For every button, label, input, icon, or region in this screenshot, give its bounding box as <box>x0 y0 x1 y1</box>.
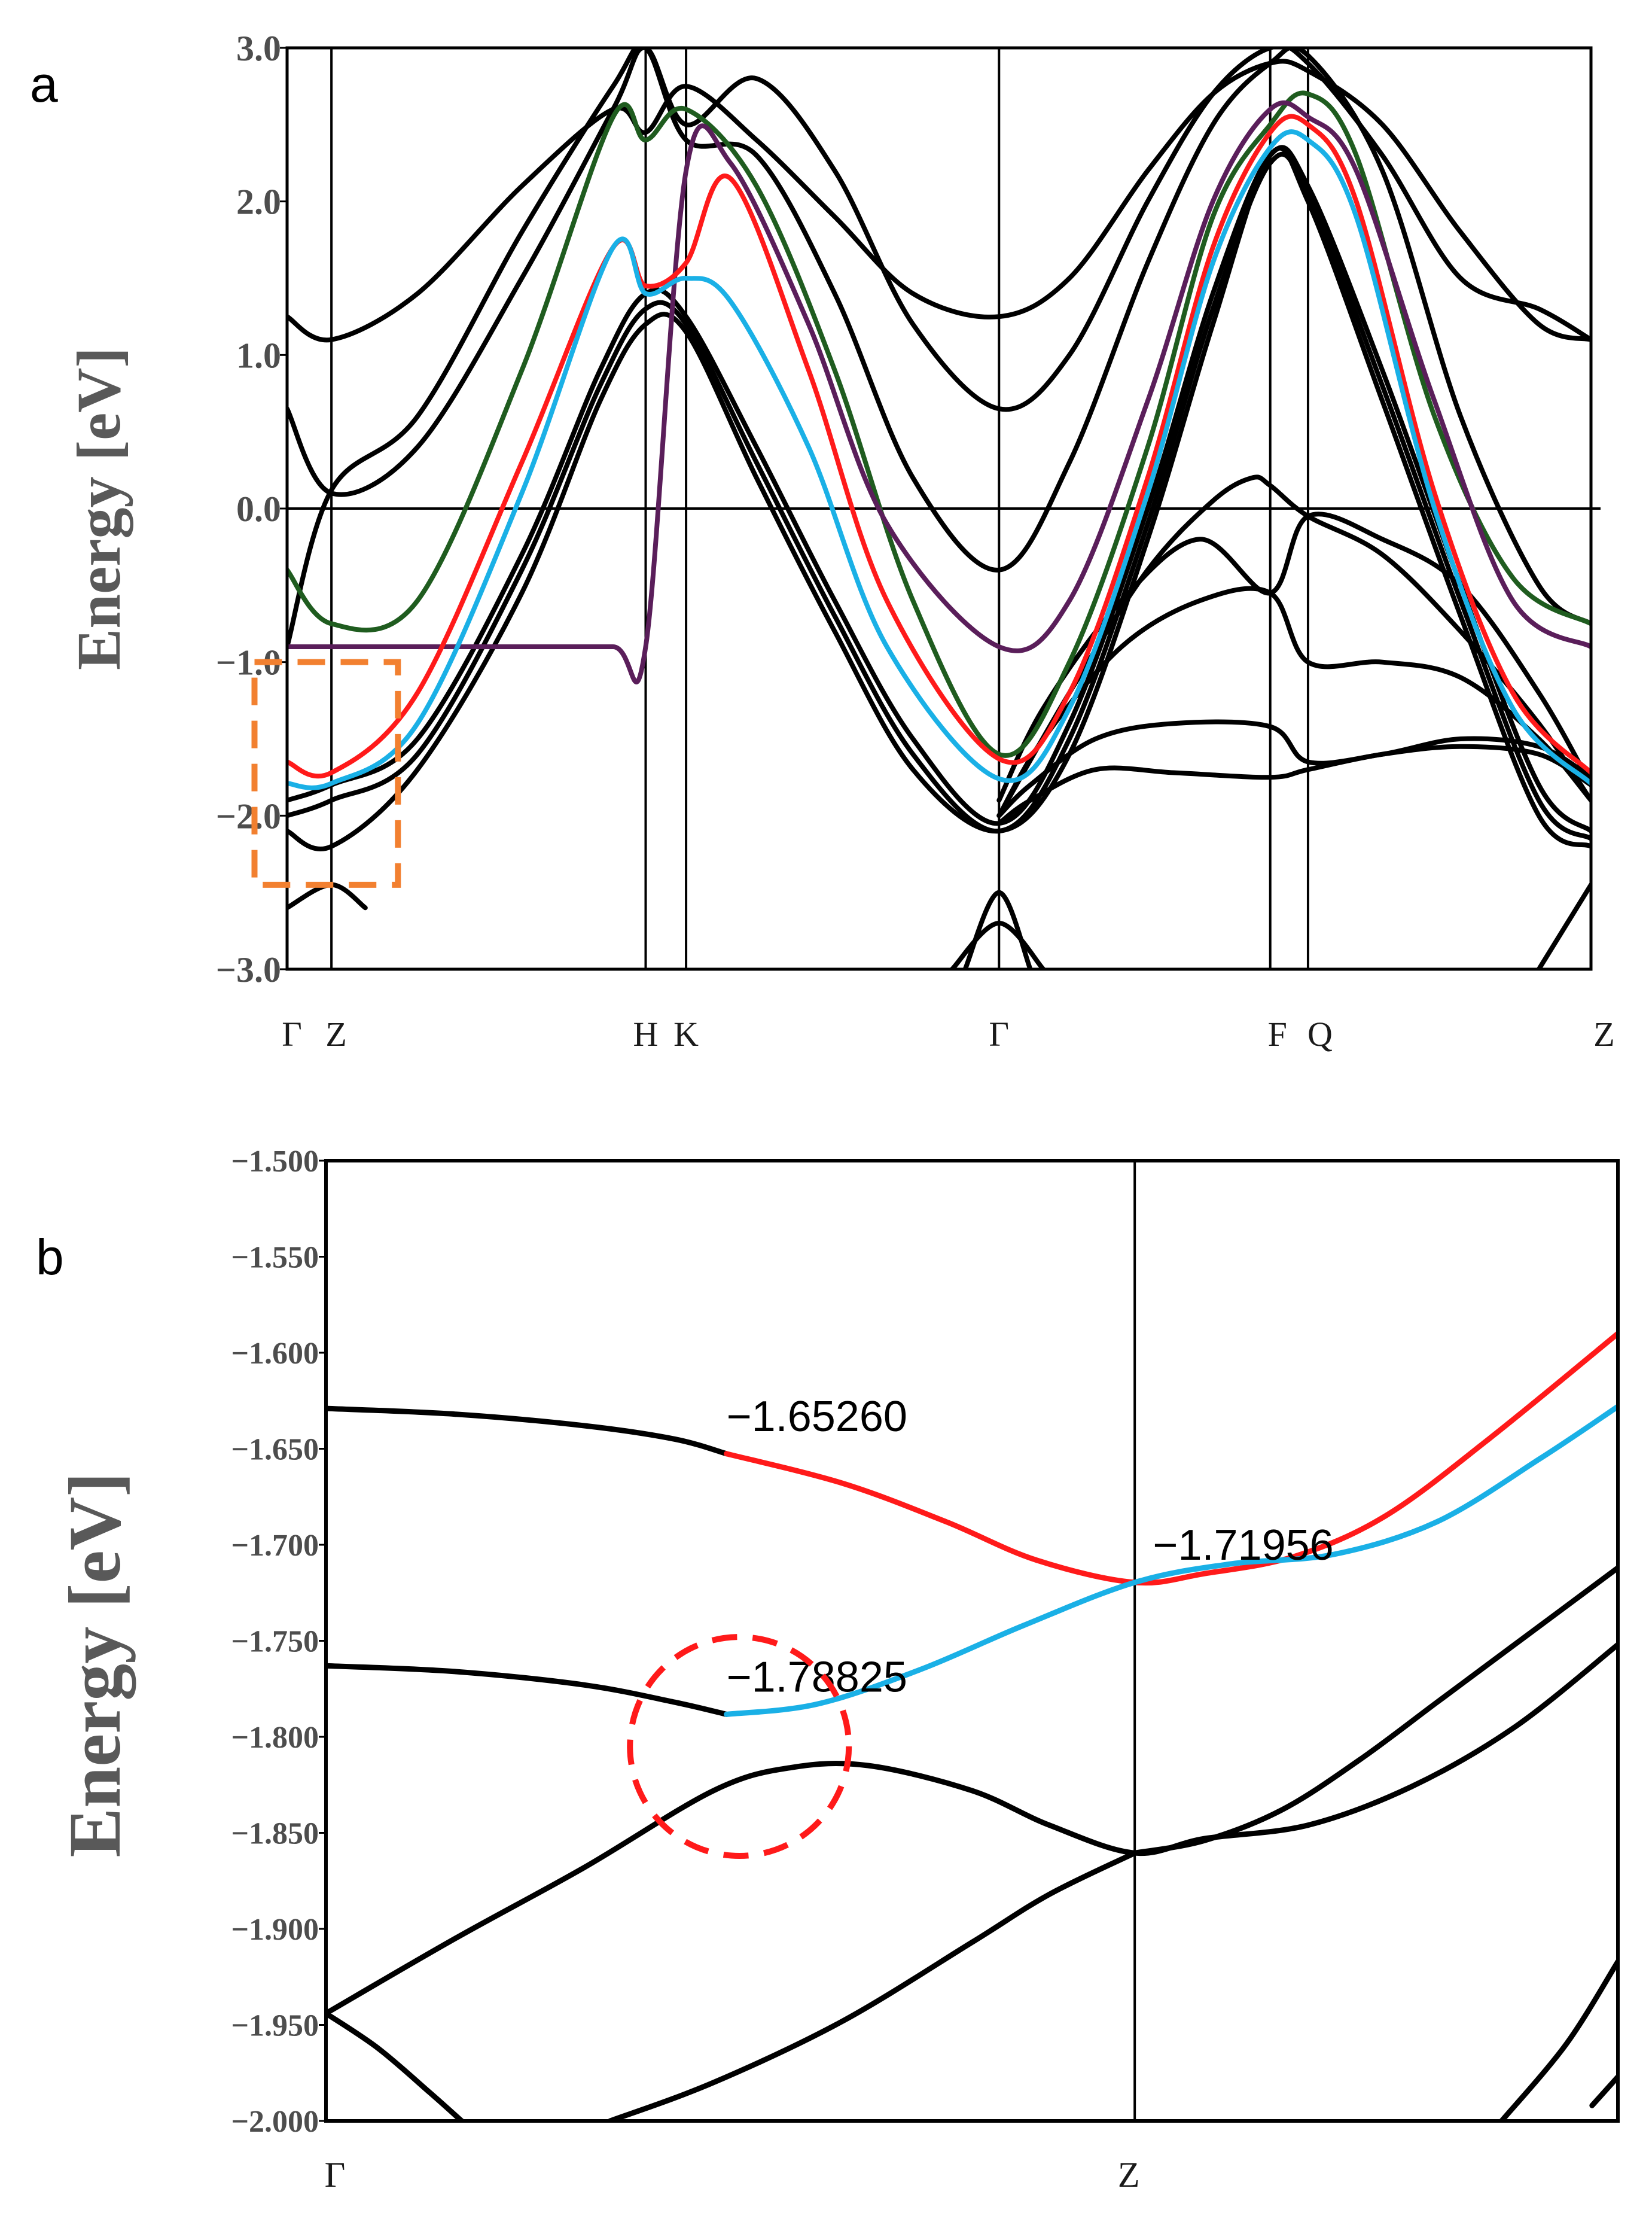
plot-frame <box>324 1159 1620 2123</box>
x-tick-label: Γ <box>282 1015 302 1054</box>
x-tick-label: F <box>1268 1015 1287 1054</box>
series-band-black-6 <box>287 145 1591 851</box>
x-tick-label: Γ <box>989 1015 1010 1054</box>
series-band-black-8 <box>996 744 1591 826</box>
y-tick-label: 3.0 <box>236 29 281 68</box>
panel-label-a: a <box>30 56 58 112</box>
y-tick-label: −1.800 <box>231 1721 319 1755</box>
series-band-lower-blue <box>724 1404 1618 1717</box>
series-band-upper-red <box>724 1331 1618 1586</box>
series-band-black-15 <box>1536 882 1591 969</box>
x-tick-label: Z <box>325 1015 346 1054</box>
series-band-black-10 <box>996 512 1591 803</box>
series-band-black-12 <box>287 882 368 911</box>
x-tick-label: Z <box>1593 1015 1614 1054</box>
series-band-black-1 <box>287 59 1591 343</box>
series-band-upper-black <box>326 1405 730 1457</box>
x-tick-label: Z <box>1118 2155 1140 2195</box>
series-band-black-4 <box>287 145 1591 833</box>
series-band-purple <box>287 100 1591 684</box>
energy-annotation: −1.71956 <box>1153 1521 1333 1569</box>
y-tick-label: −1.600 <box>231 1337 319 1371</box>
y-tick-label: −2.000 <box>231 2105 319 2139</box>
zoom-region-box <box>251 659 401 888</box>
panel-label-b: b <box>36 1229 64 1285</box>
y-axis-label: Energy [eV] <box>65 347 133 670</box>
series-band-black-8 <box>1589 2074 1618 2108</box>
energy-annotation: −1.78825 <box>727 1653 907 1701</box>
y-tick-label: −1.950 <box>231 2009 319 2043</box>
y-tick-label: −1.650 <box>231 1433 319 1467</box>
series-band-green <box>287 90 1591 758</box>
anticrossing-circle <box>627 1634 852 1859</box>
x-tick-label: H <box>633 1015 659 1054</box>
series-band-black-7 <box>996 719 1591 818</box>
series-band-black-6 <box>326 2010 465 2121</box>
y-tick-label: 2.0 <box>236 182 281 222</box>
y-tick-label: −1.850 <box>231 1817 319 1851</box>
x-tick-label: K <box>673 1015 699 1054</box>
y-tick-label: −1.550 <box>231 1241 319 1275</box>
series-band-black-5 <box>607 1850 1138 2121</box>
series-band-black-14 <box>949 921 1046 969</box>
series-band-black-3 <box>326 1642 1618 2016</box>
x-tick-label: Γ <box>325 2155 346 2195</box>
series-band-lower-black <box>326 1663 730 1717</box>
y-tick-label: −1.900 <box>231 1913 319 1947</box>
y-tick-label: 1.0 <box>236 336 281 375</box>
series-band-black-3 <box>287 48 1591 649</box>
x-tick-label: Q <box>1307 1015 1333 1054</box>
series-band-black-5 <box>287 151 1591 841</box>
series-band-red <box>287 114 1591 779</box>
series-band-black-7 <box>1499 1959 1618 2121</box>
energy-annotation: −1.65260 <box>727 1393 907 1441</box>
series-band-black-13 <box>962 890 1033 969</box>
y-tick-label: −1.750 <box>231 1625 319 1659</box>
y-tick-label: −1.700 <box>231 1529 319 1563</box>
y-tick-label: −1.500 <box>231 1145 319 1179</box>
y-tick-label: −2.0 <box>216 796 281 836</box>
y-tick-label: −3.0 <box>216 950 281 990</box>
y-tick-label: 0.0 <box>236 489 281 529</box>
series-band-blue <box>287 129 1591 790</box>
chart-b-zoomed-band-structure: Γ Z −1.500 −1.550 −1.600 −1.650 −1.700 −1.750 −1… <box>54 1145 1620 2195</box>
series-band-black-4 <box>1132 1565 1618 1856</box>
y-axis-label: Energy [eV] <box>54 1472 136 1858</box>
